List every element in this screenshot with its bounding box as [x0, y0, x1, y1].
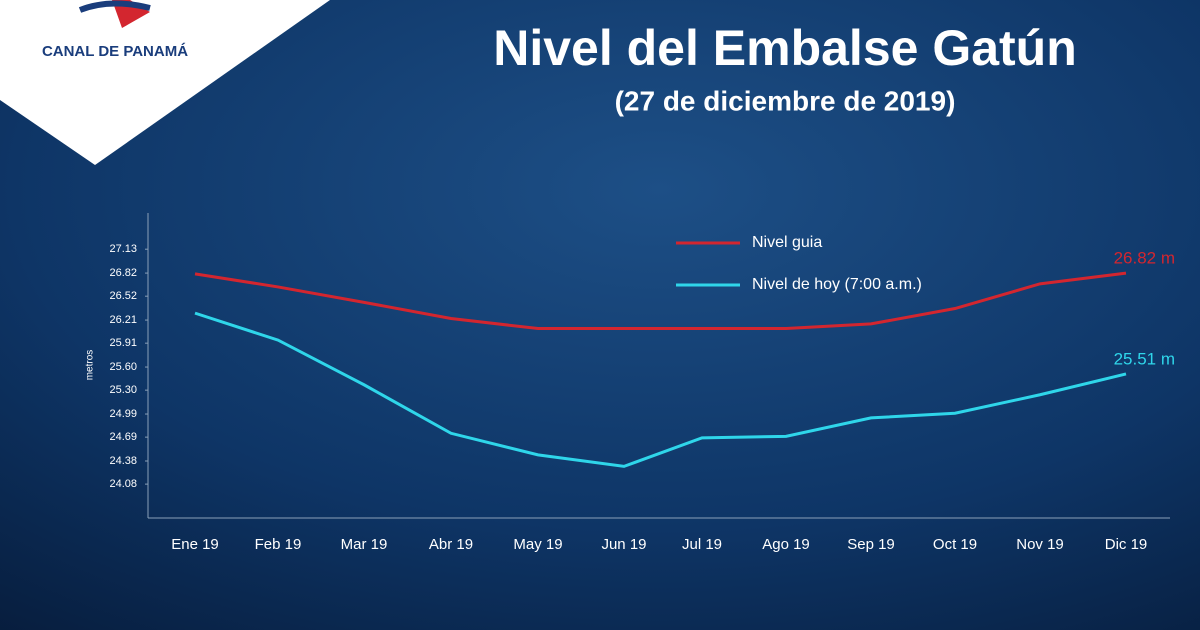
y-tick-label: 26.52	[109, 290, 137, 302]
y-tick-label: 24.99	[109, 408, 137, 420]
y-tick-label: 26.21	[109, 314, 137, 326]
logo-swoosh	[78, 0, 151, 13]
value-label: 25.51 m	[1114, 349, 1175, 368]
x-tick-label: Oct 19	[933, 536, 977, 553]
logo-panel	[0, 0, 330, 165]
y-tick-label: 24.08	[109, 478, 137, 490]
line-series	[194, 311, 1127, 468]
x-tick-label: Sep 19	[847, 536, 895, 553]
x-tick-label: Jun 19	[601, 536, 646, 553]
x-tick-label: Dic 19	[1105, 536, 1148, 553]
x-tick-label: Ago 19	[762, 536, 810, 553]
x-tick-label: Abr 19	[429, 536, 473, 553]
legend-label: Nivel guia	[752, 234, 822, 251]
x-tick-label: Ene 19	[171, 536, 219, 553]
y-tick-label: 26.82	[109, 267, 137, 279]
y-tick-label: 25.60	[109, 361, 137, 373]
value-label: 26.82 m	[1114, 249, 1175, 268]
x-tick-label: May 19	[513, 536, 562, 553]
line-series	[194, 271, 1127, 331]
x-tick-label: Feb 19	[255, 536, 302, 553]
logo-text: CANAL DE PANAMÁ	[42, 43, 188, 60]
y-tick-label: 25.30	[109, 384, 137, 396]
chart-title: Nivel del Embalse Gatún	[493, 20, 1077, 76]
y-tick-label: 27.13	[109, 243, 137, 255]
y-tick-label: 24.38	[109, 455, 137, 467]
x-tick-label: Jul 19	[682, 536, 722, 553]
y-tick-label: 24.69	[109, 431, 137, 443]
chart-subtitle: (27 de diciembre de 2019)	[615, 85, 956, 116]
y-axis-label: metros	[85, 350, 96, 381]
y-tick-label: 25.91	[109, 337, 137, 349]
x-tick-label: Nov 19	[1016, 536, 1064, 553]
legend-label: Nivel de hoy (7:00 a.m.)	[752, 276, 922, 293]
x-tick-label: Mar 19	[341, 536, 388, 553]
